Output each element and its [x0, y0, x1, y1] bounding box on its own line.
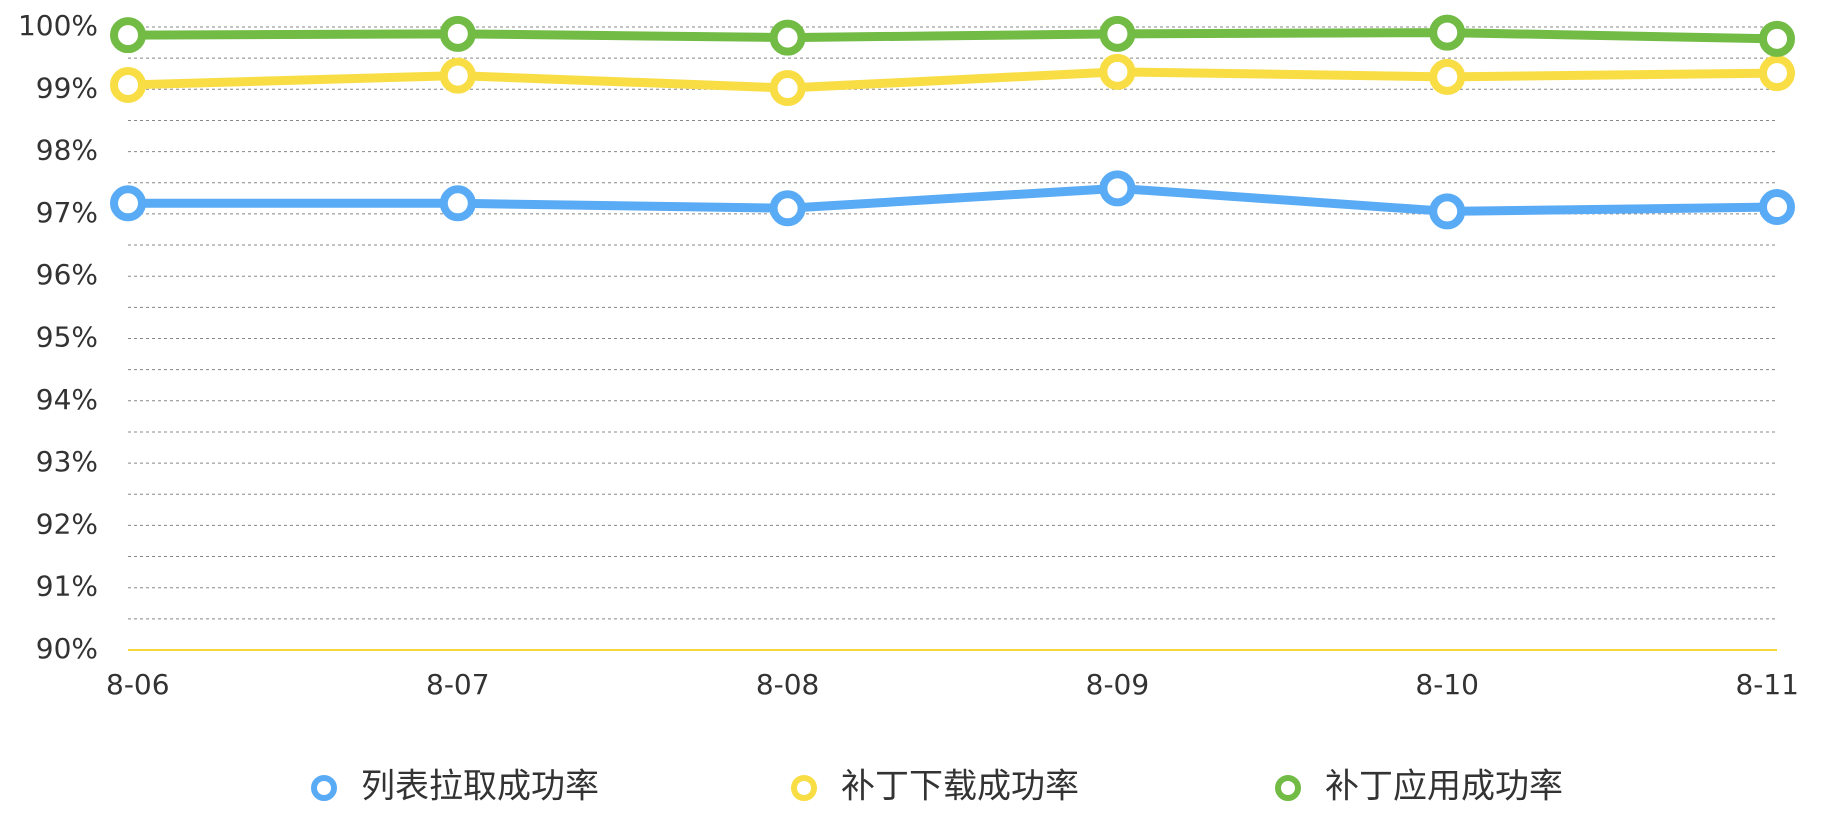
- y-tick-label: 99%: [36, 71, 98, 104]
- legend-label: 列表拉取成功率: [361, 767, 599, 807]
- y-tick-label: 93%: [36, 445, 98, 478]
- legend-marker: [791, 775, 817, 801]
- series-line: [127, 67, 1778, 93]
- point: [1429, 58, 1466, 95]
- y-tick-label: 97%: [36, 196, 98, 229]
- point: [439, 15, 476, 52]
- y-tick-label: 98%: [36, 134, 98, 167]
- point: [1759, 20, 1795, 57]
- point: [1759, 189, 1795, 226]
- y-tick-label: 95%: [36, 321, 98, 354]
- legend-marker: [1275, 775, 1301, 801]
- point: [1099, 15, 1136, 52]
- point: [769, 19, 806, 56]
- x-tick-label: 8-11: [1735, 668, 1799, 701]
- point: [110, 185, 146, 222]
- point: [769, 70, 806, 107]
- point: [439, 185, 476, 222]
- x-tick-label: 8-08: [756, 668, 820, 701]
- x-tick-label: 8-10: [1415, 668, 1479, 701]
- series-line: [128, 183, 1778, 216]
- point: [110, 66, 146, 103]
- point: [1759, 55, 1795, 92]
- y-tick-label: 90%: [36, 632, 98, 665]
- y-tick-label: 91%: [36, 570, 98, 603]
- point: [110, 17, 146, 54]
- x-tick-label: 8-09: [1086, 668, 1150, 701]
- series-line: [127, 28, 1778, 44]
- y-tick-label: 96%: [36, 258, 98, 291]
- legend-label: 补丁下载成功率: [841, 767, 1079, 807]
- point: [1429, 14, 1466, 51]
- point: [1429, 193, 1466, 230]
- x-tick-label: 8-06: [106, 668, 170, 701]
- point: [769, 190, 806, 227]
- legend-marker: [311, 775, 337, 801]
- legend-label: 补丁应用成功率: [1325, 767, 1563, 807]
- point: [1099, 53, 1136, 90]
- y-tick-label: 100%: [18, 9, 98, 42]
- point: [1099, 170, 1136, 207]
- point: [439, 57, 476, 94]
- y-tick-label: 94%: [36, 383, 98, 416]
- x-tick-label: 8-07: [426, 668, 490, 701]
- y-tick-label: 92%: [36, 507, 98, 540]
